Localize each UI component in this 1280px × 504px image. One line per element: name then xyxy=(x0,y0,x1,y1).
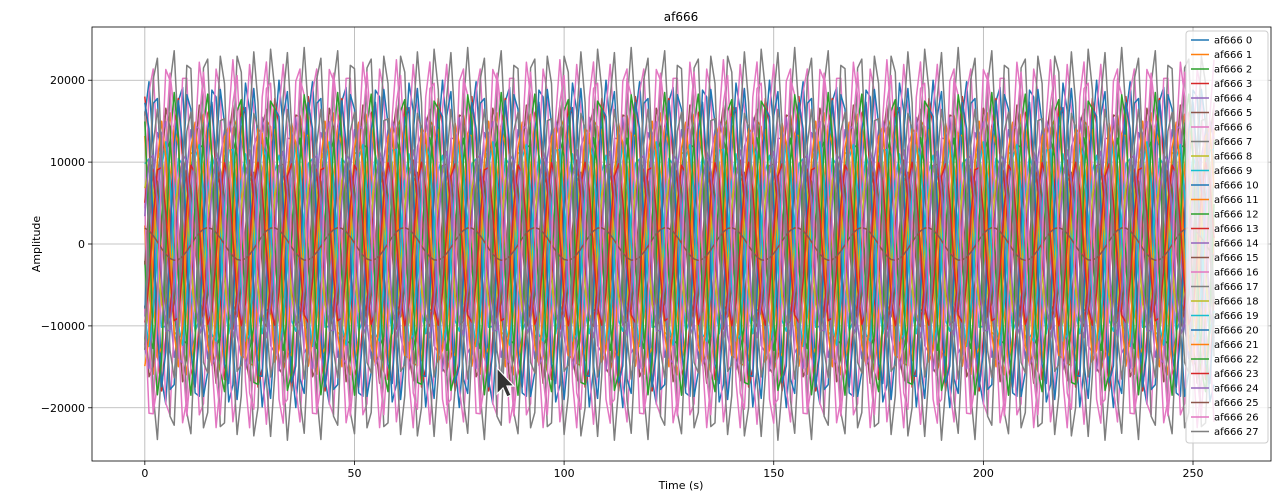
legend-label: af666 0 xyxy=(1214,36,1252,47)
legend-label: af666 11 xyxy=(1214,195,1259,206)
y-axis-label: Amplitude xyxy=(30,216,43,273)
chart-title: af666 xyxy=(664,10,698,24)
legend-label: af666 17 xyxy=(1214,282,1259,293)
legend-label: af666 24 xyxy=(1214,384,1259,395)
y-tick-label: −10000 xyxy=(41,320,85,333)
legend-label: af666 14 xyxy=(1214,239,1259,250)
legend: af666 0 af666 1 af666 2 af666 3 af666 4 af666… xyxy=(1185,30,1269,444)
ticks: 0 50 100 150 200 250 −20000 −10000 0 10000 20000 xyxy=(41,74,1204,480)
legend-label: af666 3 xyxy=(1214,79,1252,90)
legend-label: af666 2 xyxy=(1214,65,1252,76)
legend-label: af666 7 xyxy=(1214,137,1252,148)
legend-label: af666 23 xyxy=(1214,369,1259,380)
legend-label: af666 4 xyxy=(1214,94,1252,105)
legend-label: af666 15 xyxy=(1214,253,1259,264)
legend-box xyxy=(1185,30,1269,444)
x-tick-label: 0 xyxy=(141,467,148,480)
y-tick-label: 20000 xyxy=(50,74,85,87)
legend-label: af666 25 xyxy=(1214,398,1259,409)
x-tick-label: 150 xyxy=(763,467,784,480)
series-line-26 xyxy=(144,59,1215,429)
y-tick-label: −20000 xyxy=(41,402,85,415)
legend-label: af666 10 xyxy=(1214,181,1259,192)
legend-label: af666 1 xyxy=(1214,50,1252,61)
legend-label: af666 13 xyxy=(1214,224,1259,235)
legend-label: af666 26 xyxy=(1214,413,1259,424)
x-axis-label: Time (s) xyxy=(658,479,704,492)
y-tick-label: 10000 xyxy=(50,156,85,169)
legend-label: af666 16 xyxy=(1214,268,1259,279)
series-line-18 xyxy=(144,165,1215,323)
legend-label: af666 8 xyxy=(1214,152,1252,163)
x-tick-label: 100 xyxy=(554,467,575,480)
legend-label: af666 5 xyxy=(1214,108,1252,119)
y-tick-label: 0 xyxy=(78,238,85,251)
legend-label: af666 12 xyxy=(1214,210,1259,221)
legend-label: af666 27 xyxy=(1214,427,1259,438)
series-line-16 xyxy=(144,71,1215,417)
mouse-cursor-icon xyxy=(496,366,516,398)
x-tick-label: 250 xyxy=(1183,467,1204,480)
x-tick-label: 200 xyxy=(973,467,994,480)
legend-label: af666 20 xyxy=(1214,326,1259,337)
legend-label: af666 21 xyxy=(1214,340,1259,351)
series-layer xyxy=(144,46,1215,441)
legend-label: af666 22 xyxy=(1214,355,1259,366)
x-tick-label: 50 xyxy=(347,467,361,480)
series-line-22 xyxy=(144,91,1215,396)
series-line-27 xyxy=(144,51,1215,438)
series-line-7 xyxy=(144,46,1215,441)
legend-label: af666 6 xyxy=(1214,123,1252,134)
legend-label: af666 9 xyxy=(1214,166,1252,177)
legend-label: af666 18 xyxy=(1214,297,1259,308)
legend-label: af666 19 xyxy=(1214,311,1259,322)
